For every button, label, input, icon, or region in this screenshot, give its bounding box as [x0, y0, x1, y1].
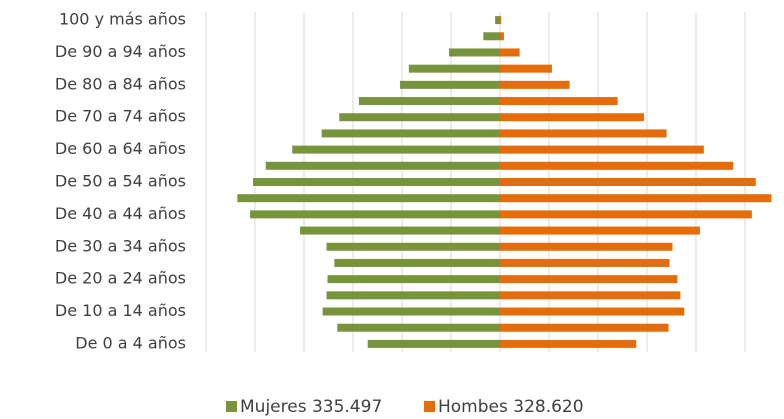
bar	[500, 145, 704, 154]
y-tick-label: De 40 a 44 años	[55, 204, 186, 223]
bar	[500, 129, 667, 138]
bar	[358, 97, 500, 106]
bar	[500, 242, 673, 251]
bar	[500, 48, 520, 57]
bar	[326, 242, 500, 251]
y-tick-label: De 50 a 54 años	[55, 172, 186, 191]
legend-label: Mujeres 335.497	[240, 397, 382, 417]
bar	[326, 291, 500, 300]
y-tick-label: De 20 a 24 años	[55, 269, 186, 288]
bar	[500, 97, 618, 106]
bar	[250, 210, 500, 219]
bar	[321, 129, 500, 138]
bar	[500, 80, 570, 89]
bar	[500, 258, 670, 267]
bar	[253, 178, 500, 186]
bar	[500, 323, 669, 332]
y-tick-label: De 0 a 4 años	[75, 333, 186, 352]
bar	[500, 339, 637, 348]
bar	[500, 32, 504, 41]
legend-label: Hombes 328.620	[438, 397, 584, 417]
bar	[339, 113, 500, 122]
bar	[500, 64, 552, 73]
bar	[300, 226, 500, 235]
bar	[500, 194, 772, 203]
bar	[367, 339, 500, 348]
bar	[483, 32, 500, 41]
legend-swatch	[424, 401, 435, 412]
bar	[265, 161, 500, 170]
bar	[495, 16, 500, 25]
y-tick-label: De 70 a 74 años	[55, 107, 186, 126]
bar	[334, 258, 500, 267]
bar	[408, 64, 500, 73]
bar	[500, 307, 685, 316]
y-tick-label: De 30 a 34 años	[55, 236, 186, 255]
y-tick-label: De 80 a 84 años	[55, 74, 186, 93]
bar	[400, 80, 500, 89]
y-tick-label: De 60 a 64 años	[55, 139, 186, 158]
bar	[500, 161, 734, 170]
bar	[500, 275, 678, 284]
bar	[500, 16, 501, 25]
y-tick-label: 100 y más años	[59, 10, 186, 29]
bar	[292, 145, 500, 154]
legend-swatch	[226, 401, 237, 412]
bar	[500, 178, 756, 186]
y-tick-label: De 90 a 94 años	[55, 42, 186, 61]
bar	[337, 323, 500, 332]
bar	[500, 210, 752, 219]
bar	[449, 48, 500, 57]
bar	[237, 194, 501, 203]
bar	[500, 291, 681, 300]
bar	[500, 113, 645, 122]
bar	[327, 275, 500, 284]
bar	[500, 226, 700, 235]
bar	[322, 307, 500, 316]
y-tick-label: De 10 a 14 años	[55, 301, 186, 320]
